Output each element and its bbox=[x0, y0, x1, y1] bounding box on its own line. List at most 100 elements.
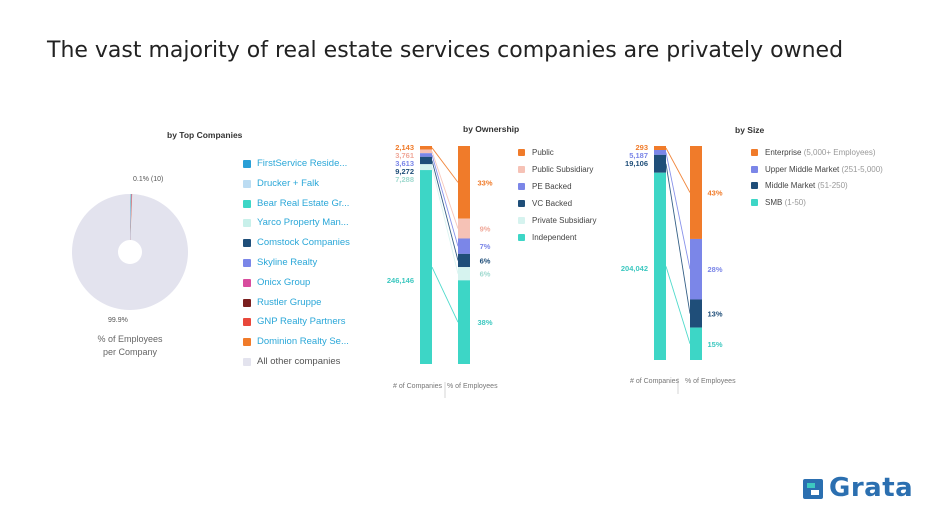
legend-swatch bbox=[243, 338, 251, 347]
legend-sublabel: (251-5,000) bbox=[839, 164, 883, 174]
pie-caption-line1: % of Employees bbox=[97, 334, 163, 344]
legend-swatch bbox=[243, 298, 251, 307]
size-x-label-companies: # of Companies bbox=[630, 378, 680, 385]
bar-companies-public-subsidiary bbox=[420, 149, 432, 154]
bar-employees-private-subsidiary bbox=[458, 267, 470, 281]
legend-swatch bbox=[243, 318, 251, 327]
pie-slice-skyline-realty bbox=[130, 194, 132, 241]
pie-slice-dominion-realty-se bbox=[130, 194, 133, 241]
legend-label: Upper Middle Market (251-5,000) bbox=[765, 164, 883, 174]
count-label-upper-middle-market: 5,187 bbox=[629, 151, 648, 160]
pie-caption-line2: per Company bbox=[102, 347, 158, 357]
legend-label: Private Subsidiary bbox=[532, 216, 597, 225]
legend-label: Onicx Group bbox=[257, 276, 311, 288]
size-x-label-employees: % of Employees bbox=[685, 378, 736, 385]
legend-label: VC Backed bbox=[532, 199, 573, 208]
pie-slice-all-other-companies bbox=[72, 194, 188, 310]
count-label-middle-market: 19,106 bbox=[625, 159, 648, 168]
legend-label: Independent bbox=[532, 233, 577, 242]
legend-swatch bbox=[243, 239, 251, 248]
bar-employees-vc-backed bbox=[458, 253, 470, 268]
legend-sublabel: (5,000+ Employees) bbox=[801, 148, 876, 157]
bar-companies-independent bbox=[420, 170, 432, 364]
bar-employees-pe-backed bbox=[458, 238, 470, 254]
bar-companies-smb bbox=[654, 172, 666, 360]
bar-companies-middle-market bbox=[654, 154, 666, 173]
legend-label: Comstock Companies bbox=[257, 237, 350, 249]
pie-slice-comstock-companies bbox=[130, 194, 132, 241]
bar-employees-enterprise bbox=[690, 146, 702, 239]
bar-companies-upper-middle-market bbox=[654, 150, 666, 155]
legend-label: PE Backed bbox=[532, 182, 572, 191]
bar-employees-public bbox=[458, 146, 470, 219]
bar-employees-independent bbox=[458, 280, 470, 364]
pct-label-smb: 15% bbox=[707, 340, 722, 349]
legend-swatch bbox=[243, 179, 251, 188]
legend-swatch bbox=[751, 165, 758, 173]
pie-slice-gnp-realty-partners bbox=[130, 194, 133, 241]
pct-label-upper-middle-market: 28% bbox=[707, 265, 722, 274]
legend-label: Dominion Realty Se... bbox=[257, 336, 349, 348]
pie-slice-yarco-property-man bbox=[130, 194, 131, 241]
legend-swatch bbox=[518, 183, 525, 190]
count-label-pe-backed: 3,613 bbox=[395, 159, 414, 168]
legend-swatch bbox=[518, 200, 525, 207]
connector-vc-backed bbox=[431, 160, 459, 261]
legend-label: GNP Realty Partners bbox=[257, 316, 346, 328]
connector-smb bbox=[665, 266, 691, 344]
legend-label: Yarco Property Man... bbox=[257, 217, 349, 229]
bar-companies-enterprise bbox=[654, 146, 666, 150]
pie-slice-onicx-group bbox=[130, 194, 132, 241]
connector-enterprise bbox=[665, 147, 691, 193]
pie-caption: % of Employees per Company bbox=[90, 333, 170, 359]
connector-middle-market bbox=[665, 163, 691, 314]
connector-private-subsidiary bbox=[431, 167, 459, 274]
bar-companies-private-subsidiary bbox=[420, 164, 432, 171]
connector-public-subsidiary bbox=[431, 151, 459, 229]
legend-swatch bbox=[243, 278, 251, 287]
pct-label-public: 33% bbox=[477, 178, 492, 187]
legend-swatch bbox=[751, 198, 758, 206]
legend-label: All other companies bbox=[257, 356, 341, 367]
pie-big-label: 99.9% bbox=[108, 317, 128, 324]
connector-public bbox=[431, 147, 459, 183]
bar-employees-middle-market bbox=[690, 299, 702, 328]
pct-label-enterprise: 43% bbox=[707, 188, 722, 197]
ownership-x-label-companies: # of Companies bbox=[393, 383, 443, 390]
legend-label: Public bbox=[532, 148, 554, 157]
bar-companies-vc-backed bbox=[420, 156, 432, 165]
legend-label: Middle Market (51-250) bbox=[765, 181, 848, 190]
pie-small-label: 0.1% (10) bbox=[133, 176, 164, 183]
pct-label-independent: 38% bbox=[477, 318, 492, 327]
pct-label-middle-market: 13% bbox=[707, 310, 722, 319]
legend-swatch bbox=[518, 217, 525, 224]
connector-upper-middle-market bbox=[665, 152, 691, 270]
bar-companies-pe-backed bbox=[420, 153, 432, 157]
legend-swatch bbox=[243, 160, 251, 168]
legend-swatch bbox=[751, 149, 758, 156]
count-label-vc-backed: 9,272 bbox=[395, 167, 414, 176]
grata-logo-text: Grata bbox=[829, 473, 914, 503]
pie-chart-title: by Top Companies bbox=[167, 130, 243, 140]
bar-employees-upper-middle-market bbox=[690, 238, 702, 300]
ownership-chart-title: by Ownership bbox=[463, 124, 520, 134]
legend-label: SMB (1-50) bbox=[765, 197, 806, 207]
count-label-independent: 246,146 bbox=[387, 276, 414, 285]
bar-employees-smb bbox=[690, 327, 702, 360]
legend-swatch bbox=[518, 166, 525, 173]
pie-chart bbox=[72, 194, 188, 310]
legend-label: Bear Real Estate Gr... bbox=[257, 197, 350, 209]
count-label-public-subsidiary: 3,761 bbox=[395, 151, 414, 160]
legend-label: FirstService Reside... bbox=[257, 158, 348, 169]
pct-label-vc-backed: 6% bbox=[480, 257, 491, 266]
pct-label-pe-backed: 7% bbox=[480, 242, 491, 251]
legend-label: Rustler Gruppe bbox=[257, 296, 322, 308]
bar-companies-public bbox=[420, 146, 432, 150]
pct-label-public-subsidiary: 9% bbox=[480, 225, 491, 234]
pie-slice-rustler-gruppe bbox=[130, 194, 132, 241]
legend-swatch bbox=[518, 149, 525, 156]
legend-sublabel: (51-250) bbox=[815, 181, 848, 190]
count-label-smb: 204,042 bbox=[621, 264, 648, 273]
